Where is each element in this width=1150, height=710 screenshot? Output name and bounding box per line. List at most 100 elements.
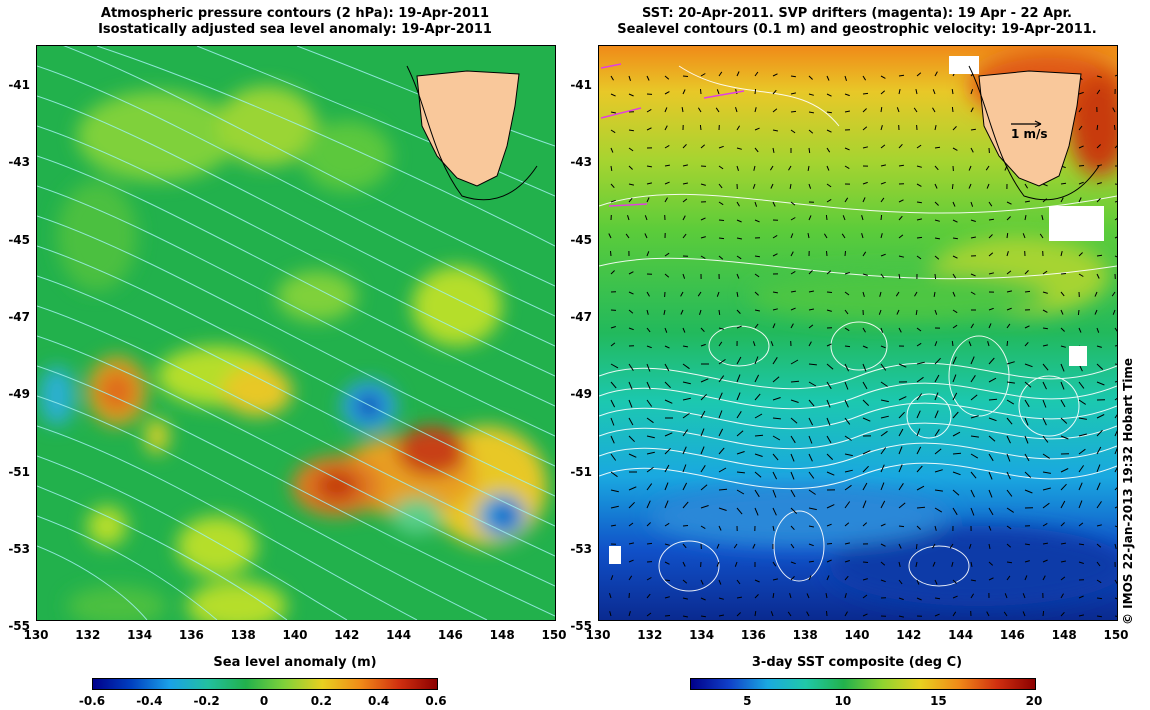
colorbar-tick-label: -0.4 [136, 694, 163, 708]
velocity-arrow [1078, 273, 1084, 277]
colorbar-tick-label: 20 [1025, 694, 1043, 708]
velocity-arrow [826, 610, 828, 617]
velocity-arrow [628, 75, 631, 81]
velocity-arrow [700, 410, 706, 419]
velocity-arrow [898, 234, 904, 239]
velocity-arrow [970, 471, 977, 479]
velocity-arrow [716, 291, 720, 297]
velocity-arrow [1096, 198, 1101, 203]
velocity-arrow [736, 579, 741, 585]
velocity-arrow [1006, 435, 1011, 444]
velocity-arrow [898, 199, 904, 203]
velocity-arrow [916, 410, 921, 419]
velocity-arrow [1060, 417, 1068, 424]
velocity-arrow [880, 447, 887, 455]
x-tick-label: 138 [792, 628, 818, 642]
velocity-arrow [952, 201, 956, 207]
velocity-arrow [862, 522, 868, 527]
velocity-arrow [790, 435, 796, 444]
velocity-arrow [1096, 273, 1100, 279]
velocity-arrow [949, 543, 954, 549]
velocity-arrow [1024, 341, 1029, 347]
velocity-arrow [1042, 363, 1049, 371]
velocity-arrow [790, 75, 796, 78]
velocity-arrow [736, 147, 742, 150]
velocity-arrow [1039, 233, 1044, 239]
x-tick-label: 134 [127, 628, 153, 642]
velocity-arrow [1006, 381, 1015, 384]
velocity-arrow [610, 381, 617, 389]
velocity-arrow [1096, 164, 1103, 167]
velocity-arrow [682, 482, 688, 491]
velocity-arrow [790, 399, 799, 403]
velocity-arrow [1024, 489, 1033, 494]
velocity-arrow [988, 543, 991, 549]
velocity-arrow [1006, 307, 1012, 311]
velocity-arrow [1114, 363, 1117, 365]
velocity-arrow [1078, 595, 1084, 599]
velocity-arrow [1042, 502, 1050, 509]
velocity-arrow [844, 484, 852, 491]
velocity-arrow [682, 412, 690, 419]
right-title-line2: Sealevel contours (0.1 m) and geostrophi… [617, 22, 1097, 37]
velocity-arrow [880, 164, 887, 167]
velocity-arrow [664, 596, 670, 599]
velocity-arrow [1006, 543, 1012, 548]
velocity-arrow [772, 435, 781, 441]
velocity-arrow [808, 525, 814, 528]
velocity-arrow [952, 452, 962, 455]
velocity-arrow [1024, 560, 1030, 563]
scale-arrow-label: 1 m/s [1011, 127, 1048, 141]
velocity-arrow [754, 273, 760, 278]
velocity-arrow [1096, 327, 1100, 333]
velocity-arrow [628, 165, 633, 170]
velocity-arrow [682, 579, 688, 584]
velocity-arrow [988, 489, 993, 498]
velocity-arrow [880, 381, 888, 387]
velocity-arrow [1024, 417, 1029, 426]
velocity-arrow [898, 411, 905, 419]
velocity-arrow [625, 233, 630, 239]
velocity-arrow [825, 214, 828, 221]
velocity-arrow [610, 165, 613, 171]
velocity-arrow [610, 93, 616, 97]
velocity-arrow [916, 255, 922, 260]
velocity-arrow [1078, 125, 1083, 131]
velocity-arrow [808, 129, 814, 134]
velocity-arrow [951, 106, 954, 113]
velocity-arrow [1114, 236, 1117, 239]
velocity-arrow [772, 578, 779, 581]
velocity-arrow [880, 399, 889, 403]
velocity-arrow [952, 392, 958, 401]
velocity-arrow [787, 611, 792, 617]
velocity-arrow [754, 88, 757, 95]
velocity-arrow [610, 270, 615, 275]
velocity-arrow [682, 525, 689, 527]
velocity-arrow [718, 428, 724, 437]
velocity-arrow [700, 465, 706, 473]
velocity-arrow [1060, 399, 1066, 408]
velocity-arrow [1114, 74, 1117, 77]
y-tick-label: -47 [8, 309, 30, 324]
velocity-arrow [700, 428, 705, 437]
velocity-arrow [806, 593, 810, 599]
velocity-arrow [718, 525, 722, 531]
velocity-arrow [736, 237, 742, 240]
velocity-arrow [844, 75, 847, 81]
velocity-arrow [790, 380, 800, 383]
velocity-arrow [610, 363, 619, 369]
velocity-arrow [970, 415, 979, 419]
velocity-arrow [988, 577, 994, 581]
velocity-arrow [664, 615, 671, 617]
velocity-arrow [664, 252, 670, 257]
velocity-arrow [754, 413, 763, 419]
velocity-arrow [770, 341, 774, 347]
velocity-arrow [1114, 487, 1117, 491]
velocity-arrow [772, 308, 778, 311]
velocity-arrow [932, 89, 936, 95]
velocity-arrow [862, 108, 867, 113]
velocity-arrow [916, 446, 922, 455]
velocity-arrow [700, 236, 706, 239]
velocity-arrow [770, 183, 774, 189]
velocity-arrow [697, 107, 702, 113]
